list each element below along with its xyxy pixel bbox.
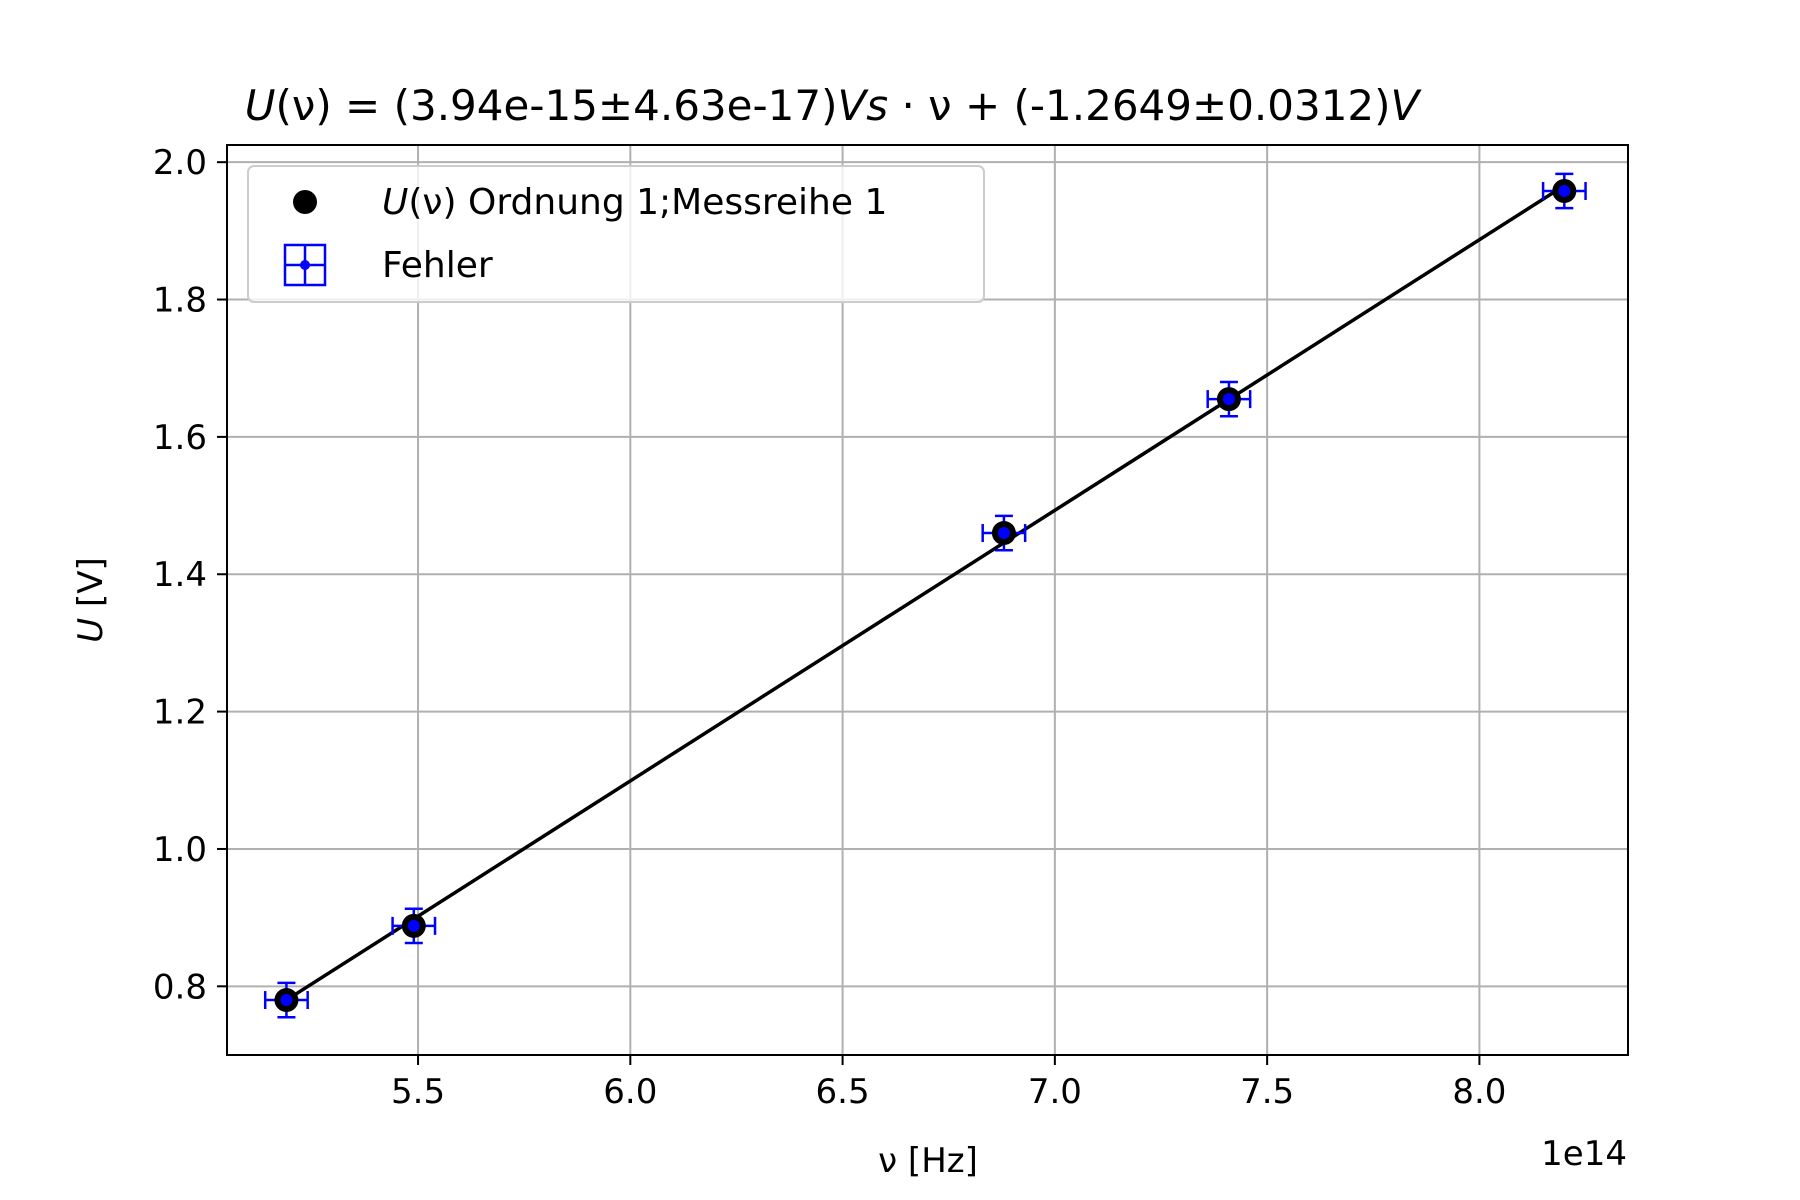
data-point-center <box>407 919 420 932</box>
x-tick-label: 8.0 <box>1452 1072 1506 1112</box>
data-point-group <box>274 179 1577 1013</box>
x-tick-label: 6.5 <box>816 1072 870 1112</box>
data-point-center <box>1222 393 1235 406</box>
data-point-center <box>1558 185 1571 198</box>
fit-line <box>285 184 1566 1002</box>
x-offset-text: 1e14 <box>1541 1134 1627 1174</box>
fit-line-group <box>285 184 1566 1002</box>
x-tick-label: 7.0 <box>1028 1072 1082 1112</box>
x-axis-ticks: 5.5 6.0 6.5 7.0 7.5 8.0 <box>391 1055 1506 1112</box>
x-tick-label: 5.5 <box>391 1072 445 1112</box>
plot-frame <box>226 144 1629 1056</box>
x-tick-label: 6.0 <box>603 1072 657 1112</box>
legend-label-points: U(ν) Ordnung 1;Messreihe 1 <box>382 182 887 223</box>
x-axis-label: ν [Hz] <box>878 1141 978 1181</box>
data-point-center <box>997 527 1010 540</box>
y-tick-label: 1.0 <box>153 830 207 870</box>
legend: U(ν) Ordnung 1;Messreihe 1 Fehler <box>247 165 985 303</box>
y-axis-label: U [V] <box>71 557 111 643</box>
data-point-center <box>280 994 293 1007</box>
legend-marker-errorbar <box>283 243 327 287</box>
y-tick-label: 1.6 <box>153 418 207 458</box>
y-axis-ticks: 0.8 1.0 1.2 1.4 1.6 1.8 2.0 <box>153 143 227 1007</box>
y-tick-label: 1.8 <box>153 281 207 321</box>
legend-label-errorbar: Fehler <box>382 245 493 286</box>
legend-marker-points <box>293 190 317 214</box>
y-tick-label: 2.0 <box>153 143 207 183</box>
y-tick-label: 1.4 <box>153 555 207 595</box>
chart-title: U(ν) = (3.94e-15±4.63e-17)Vs · ν + (-1.2… <box>245 81 1423 130</box>
x-tick-label: 7.5 <box>1240 1072 1294 1112</box>
y-tick-label: 0.8 <box>153 967 207 1007</box>
legend-box <box>247 165 985 303</box>
y-tick-label: 1.2 <box>153 693 207 733</box>
